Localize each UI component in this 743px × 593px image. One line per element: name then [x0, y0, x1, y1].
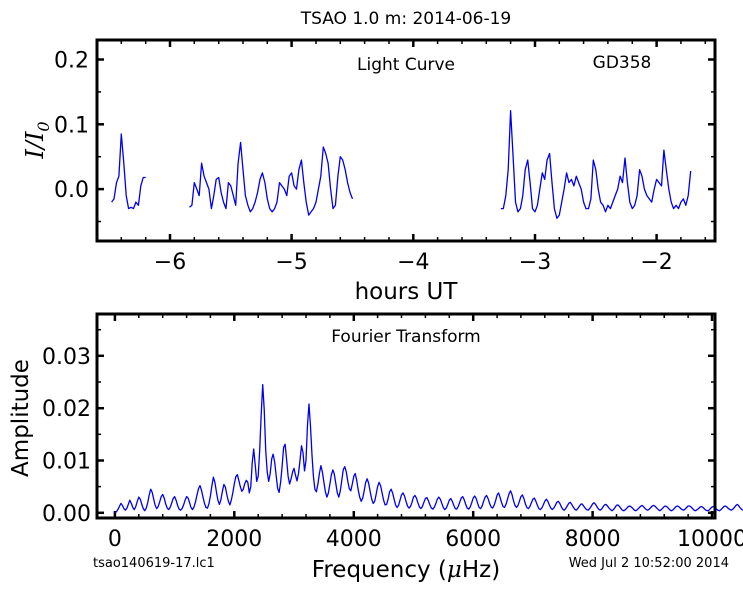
- x-tick-label: −4: [397, 250, 429, 275]
- light-curve-tick-labels: −6 −5 −4 −3 −2 0.0 0.1 0.2: [54, 49, 673, 276]
- fourier-panel: 0 2000 4000 6000 8000 10000 0.00 0.01 0.02 0.03 F…: [8, 312, 743, 583]
- footer-filename: tsao140619-17.lc1: [93, 556, 215, 571]
- footer-timestamp: Wed Jul 2 10:52:00 2014: [569, 556, 729, 571]
- light-curve-panel: −6 −5 −4 −3 −2 0.0 0.1 0.2 Light Curve GD358 ho…: [21, 38, 717, 305]
- y-tick-label: 0.1: [54, 113, 89, 138]
- svg-text:I/I0: I/I0: [21, 121, 53, 159]
- x-tick-label: −2: [640, 250, 672, 275]
- x-tick-label: 4000: [326, 527, 382, 552]
- y-tick-label: 0.0: [54, 178, 89, 203]
- x-tick-label: 2000: [206, 527, 262, 552]
- y-tick-label: 0.00: [42, 502, 91, 527]
- light-curve-x-axis-label: hours UT: [355, 279, 459, 305]
- light-curve-y-axis-label: I/I0: [21, 121, 53, 159]
- x-tick-label: 10000: [677, 527, 743, 552]
- fourier-x-axis-label: Frequency (μHz): [312, 557, 500, 583]
- x-tick-label: 0: [108, 527, 122, 552]
- y-tick-label: 0.01: [42, 450, 91, 475]
- fourier-series: [114, 383, 743, 514]
- x-tick-label: 6000: [445, 527, 501, 552]
- x-tick-label: −3: [519, 250, 551, 275]
- light-curve-plot-frame: [95, 38, 717, 243]
- fourier-annotation: Fourier Transform: [331, 327, 480, 347]
- x-tick-label: −6: [154, 250, 186, 275]
- y-tick-label: 0.02: [42, 397, 91, 422]
- light-curve-segment-2: [189, 141, 354, 216]
- y-tick-label: 0.03: [42, 345, 91, 370]
- fourier-amplitude-line: [114, 383, 743, 514]
- fourier-tick-labels: 0 2000 4000 6000 8000 10000 0.00 0.01 0.02 0.03: [42, 345, 743, 552]
- y-tick-label: 0.2: [54, 49, 89, 74]
- light-curve-annotation: Light Curve: [357, 55, 455, 75]
- light-curve-series: [111, 110, 692, 219]
- figure-title: TSAO 1.0 m: 2014-06-19: [300, 9, 512, 29]
- fourier-y-axis-label: Amplitude: [8, 359, 34, 477]
- fourier-plot-frame: [95, 312, 717, 520]
- light-curve-segment-3: [500, 110, 692, 219]
- star-name-label: GD358: [593, 53, 652, 73]
- light-curve-segment-1: [111, 133, 146, 210]
- x-tick-label: −5: [275, 250, 307, 275]
- x-tick-label: 8000: [565, 527, 621, 552]
